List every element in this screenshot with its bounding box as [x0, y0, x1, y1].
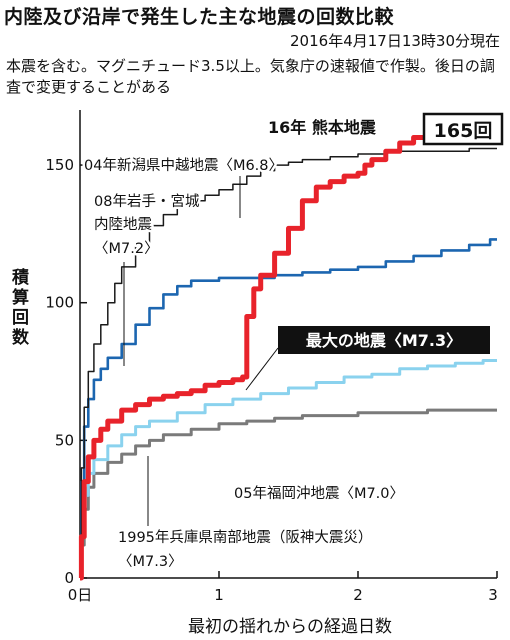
- iwate-label-line3: 〈M7.2〉: [94, 240, 159, 257]
- leader-line-max-quake: [245, 347, 279, 391]
- x-tick-label: 1: [214, 586, 224, 604]
- y-axis-label-char: 回: [12, 308, 29, 328]
- y-tick-label: 150: [45, 156, 74, 174]
- chart-note: 本震を含む。マグニチュード3.5以上。気象庁の速報値で作製。後日の調査で変更する…: [6, 57, 495, 96]
- max-quake-label: 最大の地震〈M7.3〉: [306, 331, 462, 350]
- x-tick-label: 3: [488, 586, 498, 604]
- kumamoto-count-box: [422, 112, 504, 146]
- hyogo-label-line2: 〈M7.3〉: [118, 553, 183, 570]
- ticks: 0 50 100 150 0日 1 2 3: [45, 156, 497, 604]
- y-tick-label: 0: [64, 569, 74, 587]
- iwate-label-line2: 内陸地震: [94, 216, 152, 233]
- kumamoto-label: 16年 熊本地震: [268, 118, 377, 137]
- niigata-label: 04年新潟県中越地震〈M6.8〉: [84, 157, 283, 174]
- series-line-kumamoto: [78, 123, 451, 581]
- datestamp: 2016年4月17日13時30分現在: [290, 32, 500, 50]
- series-lines: [78, 123, 497, 581]
- series-line-fukuoka: [79, 359, 497, 580]
- y-axis-label-char: 算: [11, 287, 29, 308]
- series-line-iwate: [80, 238, 497, 580]
- y-tick-label: 50: [55, 431, 74, 449]
- max-quake-box: [278, 326, 490, 354]
- chart-title: 内陸及び沿岸で発生した主な地震の回数比較: [4, 6, 395, 28]
- leader-lines: [123, 176, 279, 526]
- y-axis-label-char: 数: [12, 327, 30, 348]
- axes: [79, 110, 497, 579]
- x-tick-label: 2: [353, 586, 363, 604]
- y-tick-label: 100: [45, 294, 74, 312]
- y-axis-label-char: 積: [12, 267, 30, 288]
- x-axis-label: 最初の揺れからの経過日数: [188, 617, 392, 637]
- series-line-niigata: [80, 147, 497, 579]
- fukuoka-label: 05年福岡沖地震〈M7.0〉: [234, 485, 404, 502]
- iwate-label-line1: 08年岩手・宮城: [94, 193, 200, 210]
- hyogo-label-line1: 1995年兵庫県南部地震（阪神大震災）: [118, 529, 372, 546]
- x-tick-label: 0日: [68, 586, 93, 604]
- y-axis-label: 積 算 回 数: [11, 267, 30, 348]
- kumamoto-count: 165回: [434, 120, 493, 142]
